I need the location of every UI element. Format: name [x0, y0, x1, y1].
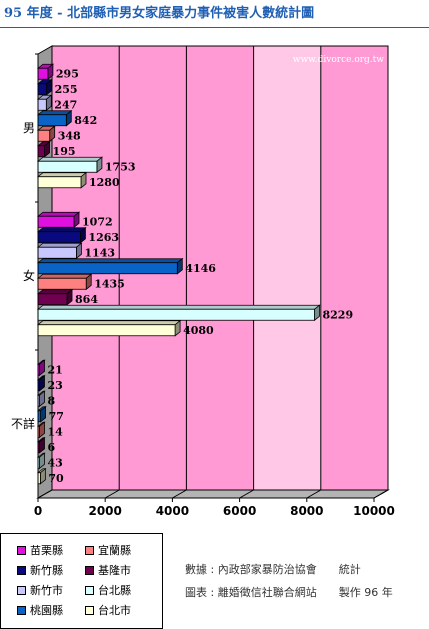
bar-top: [36, 304, 321, 310]
floor-gridline: [306, 489, 322, 499]
data-label: 8: [48, 394, 56, 407]
data-label: 255: [55, 83, 78, 96]
bar-top: [36, 172, 88, 178]
data-label: 1753: [105, 160, 136, 173]
data-label: 21: [48, 363, 63, 376]
bar: [37, 176, 82, 189]
x-tick-label: 8000: [290, 504, 323, 518]
legend-swatch: [17, 605, 26, 615]
bar: [37, 83, 47, 96]
bar-top: [36, 211, 81, 217]
legend-swatch: [17, 545, 26, 555]
data-source-text: 數據 : 內政部家暴防治協會 統計: [185, 563, 361, 576]
bar: [37, 277, 87, 290]
bar-top: [36, 273, 93, 279]
legend-swatch: [17, 585, 26, 595]
legend-item: 新竹縣: [17, 562, 63, 578]
legend-label: 桃園縣: [30, 604, 63, 617]
data-label: 43: [48, 456, 63, 469]
category-label: 不詳: [11, 416, 35, 431]
legend-item: 苗栗縣: [17, 542, 63, 558]
bar-top: [36, 227, 87, 233]
legend-swatch: [85, 605, 94, 615]
bar-top: [36, 110, 73, 116]
bar: [37, 293, 68, 306]
data-label: 1435: [94, 277, 125, 290]
legend-item: 基隆市: [85, 562, 131, 578]
data-label: 4080: [183, 324, 214, 337]
data-label: 1263: [88, 231, 119, 244]
legend-label: 新竹市: [30, 584, 63, 597]
legend-item: 桃園縣: [17, 602, 63, 618]
chart-floor: [36, 489, 390, 499]
x-tick-label: 4000: [156, 504, 189, 518]
data-label: 14: [48, 425, 64, 438]
floor-gridline: [239, 489, 254, 499]
legend-item: 台北市: [85, 602, 131, 618]
legend-label: 宜蘭縣: [98, 544, 131, 557]
x-tick-label: 0: [34, 504, 42, 518]
data-label: 70: [48, 472, 64, 485]
legend-item: 宜蘭縣: [85, 542, 131, 558]
bar: [37, 324, 176, 337]
bar: [37, 160, 98, 173]
data-label: 842: [74, 114, 97, 127]
floor-gridline: [104, 489, 120, 499]
title-divider: [0, 27, 429, 28]
legend-swatch: [85, 585, 94, 595]
x-tick-label: 2000: [88, 504, 121, 518]
chart-title: 95 年度 - 北部縣市男女家庭暴力事件被害人數統計圖: [4, 6, 315, 21]
bar: [37, 262, 178, 275]
legend-label: 基隆市: [98, 564, 131, 577]
bar: [37, 98, 47, 111]
bar-top: [36, 156, 104, 162]
data-label: 8229: [322, 308, 353, 321]
bar: [37, 129, 51, 142]
bar: [37, 145, 45, 158]
legend-swatch: [85, 565, 94, 575]
category-label: 女: [23, 268, 35, 283]
data-label: 77: [49, 410, 64, 423]
data-label: 348: [58, 129, 81, 142]
plot-band: [253, 46, 321, 490]
bar: [37, 67, 49, 80]
x-tick-label: 10000: [353, 504, 395, 518]
floor-gridline: [172, 489, 187, 499]
data-label: 23: [48, 379, 63, 392]
bar-top: [36, 289, 74, 295]
bar-top: [36, 258, 184, 264]
legend-label: 台北市: [98, 604, 131, 617]
bar: [37, 246, 77, 259]
category-label: 男: [23, 121, 35, 135]
floor-gridline: [373, 489, 389, 499]
data-label: 6: [48, 441, 56, 454]
bar: [37, 114, 67, 127]
data-label: 864: [75, 293, 98, 306]
watermark-text: www.divorce.org.tw: [293, 55, 385, 65]
bar-chart: 0 2000 4000 6000 8000 10000 www.divorce.org.tw…: [11, 45, 395, 518]
legend-item: 新竹市: [17, 582, 63, 598]
data-label: 1072: [82, 215, 113, 228]
legend-swatch: [17, 565, 26, 575]
x-tick-label: 6000: [223, 504, 256, 518]
data-label: 295: [56, 67, 79, 80]
data-label: 4146: [185, 262, 216, 275]
bar: [37, 308, 315, 321]
floor-gridline: [37, 489, 53, 499]
data-label: 1143: [84, 246, 115, 259]
chart-credit-text: 圖表 : 離婚徵信社聯合網站 製作 96 年: [185, 586, 393, 599]
bar: [37, 231, 81, 244]
data-label: 247: [54, 98, 77, 111]
legend-label: 苗栗縣: [30, 544, 63, 557]
bar-top: [36, 242, 83, 248]
legend-label: 台北縣: [98, 584, 131, 597]
data-label: 1280: [89, 176, 120, 189]
data-label: 195: [53, 145, 76, 158]
bar-top: [36, 320, 182, 326]
chart-legend: 苗栗縣 宜蘭縣新竹縣 基隆市新竹市 台北縣桃園縣 台北市: [0, 533, 163, 629]
bar: [37, 215, 75, 228]
legend-swatch: [85, 545, 94, 555]
legend-item: 台北縣: [85, 582, 131, 598]
legend-label: 新竹縣: [30, 564, 63, 577]
